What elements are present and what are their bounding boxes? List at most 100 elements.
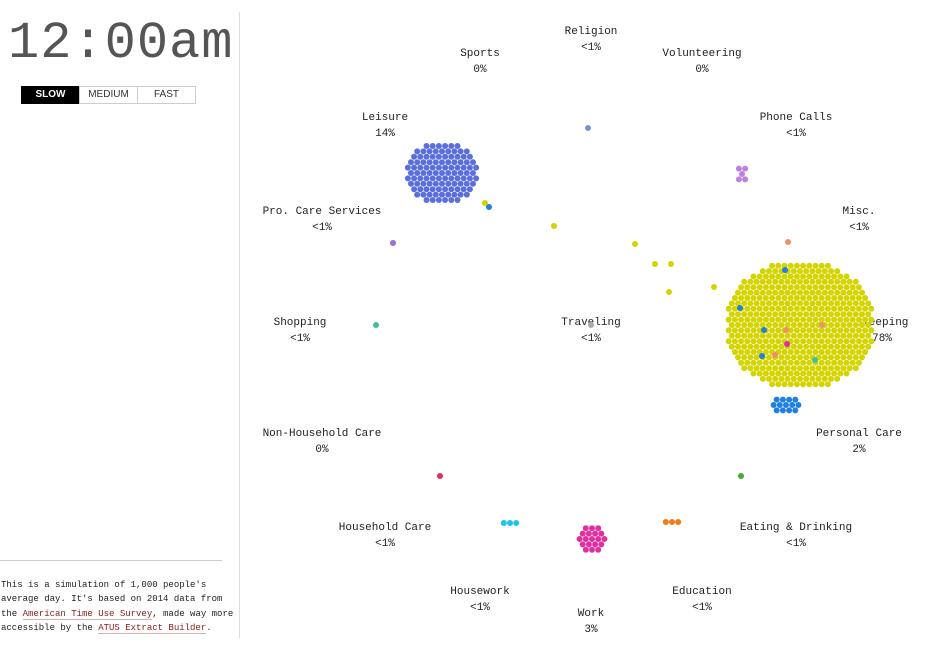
person-dot xyxy=(420,180,427,187)
person-dot xyxy=(589,536,595,542)
person-dot xyxy=(793,349,800,355)
person-dot xyxy=(466,153,473,160)
activity-share: 78% xyxy=(872,333,892,345)
person-dot xyxy=(762,359,769,366)
person-dot xyxy=(601,536,608,542)
person-dot xyxy=(812,349,819,355)
person-dot xyxy=(432,159,439,166)
person-dot xyxy=(803,354,810,361)
person-dot xyxy=(821,365,828,372)
person-dot xyxy=(778,289,785,296)
person-dot xyxy=(747,278,754,285)
person-dot xyxy=(762,370,769,377)
person-dot xyxy=(769,305,776,312)
person-dot xyxy=(828,278,834,285)
person-dot xyxy=(739,171,745,177)
speed-button[interactable]: SLOW xyxy=(21,86,80,104)
person-dot xyxy=(738,327,745,334)
person-dot xyxy=(803,289,810,296)
speed-button[interactable]: FAST xyxy=(137,86,196,104)
person-dot xyxy=(750,327,757,334)
speed-button[interactable]: MEDIUM xyxy=(79,86,138,104)
activity-share: <1% xyxy=(290,333,310,345)
person-dot xyxy=(445,170,452,176)
person-dot xyxy=(865,322,872,328)
description-text: accessible by the xyxy=(1,622,99,633)
person-dot xyxy=(806,338,813,345)
person-dot xyxy=(824,305,831,312)
person-dot xyxy=(662,519,669,525)
person-dot xyxy=(457,191,464,198)
person-dot xyxy=(411,153,418,160)
person-dot xyxy=(747,311,754,318)
person-dot xyxy=(787,316,794,323)
source-link[interactable]: American Time Use Survey xyxy=(22,608,153,620)
person-dot xyxy=(840,311,847,318)
person-dot xyxy=(417,153,424,160)
person-dot xyxy=(868,338,875,345)
person-dot xyxy=(784,365,791,372)
person-dot xyxy=(852,332,859,339)
person-dot xyxy=(781,295,788,301)
source-link[interactable]: ATUS Extract Builder xyxy=(98,622,207,634)
person-dot xyxy=(756,327,763,334)
person-dot xyxy=(784,354,791,361)
person-dot xyxy=(753,300,760,307)
person-dot xyxy=(759,268,766,275)
person-dot xyxy=(429,143,436,149)
person-dot xyxy=(828,375,834,382)
person-dot xyxy=(762,284,769,291)
person-dot xyxy=(782,267,788,273)
person-dot xyxy=(818,262,825,269)
person-dot xyxy=(735,332,741,339)
person-dot xyxy=(435,164,442,171)
person-dot xyxy=(585,541,592,548)
person-dot xyxy=(759,375,766,382)
person-dot xyxy=(849,305,856,312)
person-dot xyxy=(473,164,480,171)
person-dot xyxy=(834,300,841,307)
person-dot xyxy=(457,170,464,176)
person-dot xyxy=(859,322,865,328)
person-dot xyxy=(747,332,754,339)
person-dot xyxy=(762,349,769,355)
person-dot xyxy=(731,349,738,355)
person-dot xyxy=(809,278,816,285)
person-dot xyxy=(423,186,430,193)
person-dot xyxy=(426,170,433,176)
person-dot xyxy=(742,176,749,183)
person-dot xyxy=(741,332,748,339)
activity-share: 0% xyxy=(315,444,329,456)
person-dot xyxy=(784,300,791,307)
person-dot xyxy=(423,143,430,149)
person-dot xyxy=(741,343,748,350)
person-dot xyxy=(843,284,850,291)
person-dot xyxy=(463,191,470,198)
person-dot xyxy=(756,295,763,301)
person-dot xyxy=(769,273,776,280)
person-dot xyxy=(738,295,745,301)
person-dot xyxy=(408,159,414,166)
person-dot xyxy=(439,191,445,198)
person-dot xyxy=(868,327,875,334)
person-dot xyxy=(595,525,602,532)
person-dot xyxy=(741,311,748,318)
person-dot xyxy=(793,370,800,377)
person-dot xyxy=(373,322,379,328)
person-dot xyxy=(784,278,791,285)
person-dot xyxy=(668,261,674,267)
person-dot xyxy=(741,278,748,285)
person-dot xyxy=(834,343,841,350)
person-dot xyxy=(460,153,467,160)
person-dot xyxy=(728,332,735,339)
person-dot xyxy=(589,525,595,532)
person-dot xyxy=(414,170,421,176)
person-dot xyxy=(840,300,847,307)
person-dot xyxy=(849,338,856,345)
person-dot xyxy=(855,295,862,301)
person-dot xyxy=(855,284,862,291)
person-dot xyxy=(818,295,825,301)
person-dot xyxy=(735,343,741,350)
person-dot xyxy=(766,332,772,339)
person-dot xyxy=(803,332,810,339)
